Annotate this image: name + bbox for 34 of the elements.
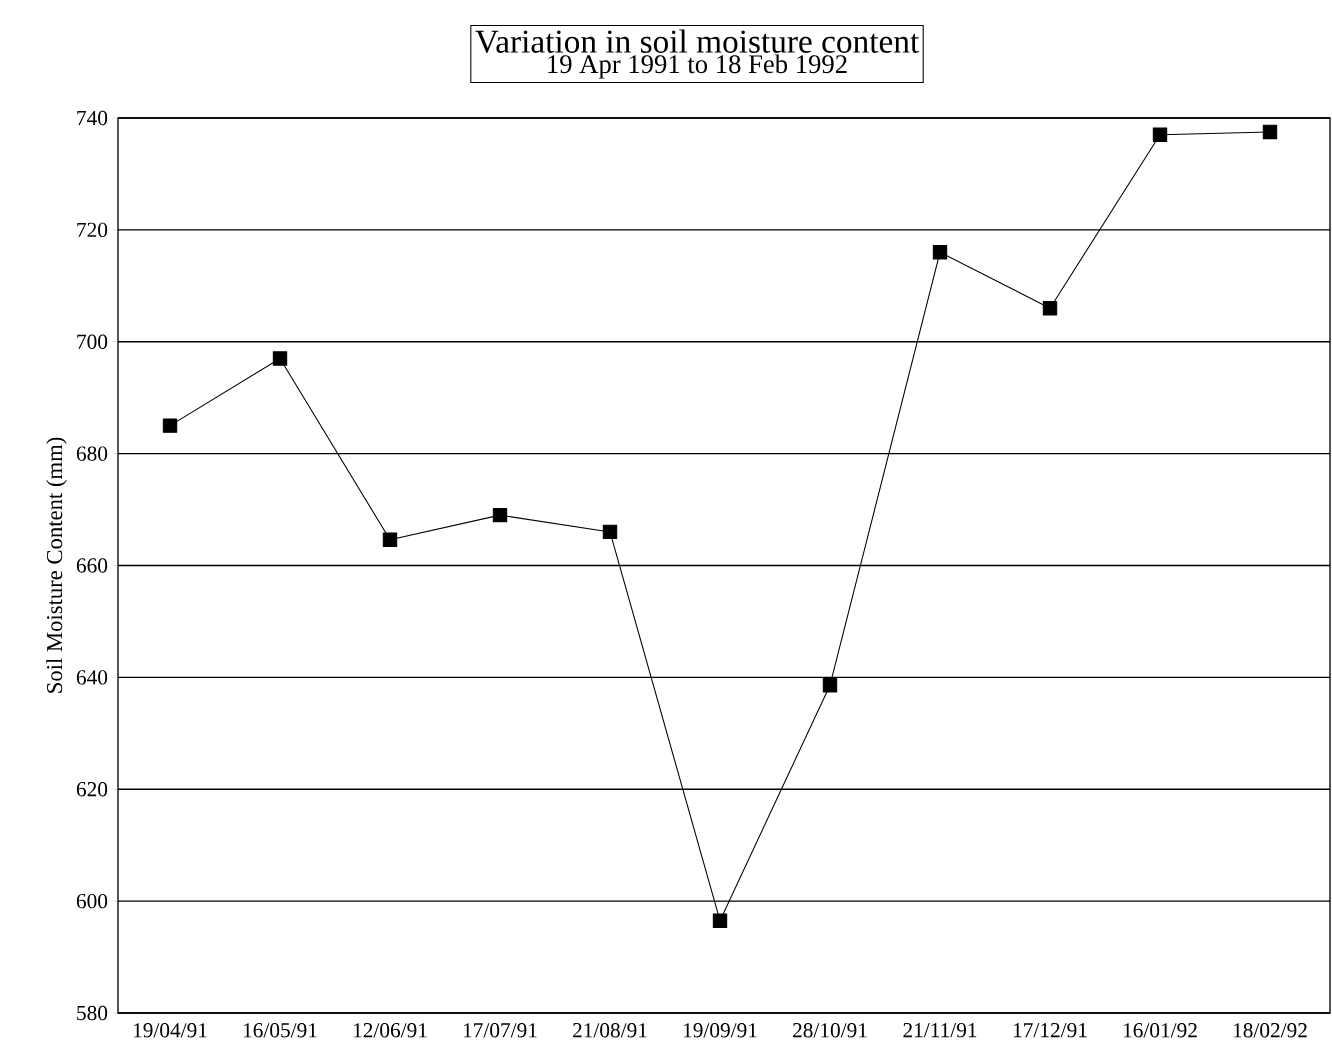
chart-title: Variation in soil moisture content xyxy=(475,29,920,54)
y-tick-label: 660 xyxy=(76,558,108,573)
x-tick-label: 19/04/91 xyxy=(133,1023,207,1038)
x-tick-label: 17/12/91 xyxy=(1013,1023,1087,1038)
y-tick-label: 620 xyxy=(76,782,108,797)
y-tick-label: 720 xyxy=(77,222,108,238)
y-tick-label: 640 xyxy=(76,670,108,685)
point xyxy=(162,418,178,433)
y-tick-label: 580 xyxy=(77,1005,108,1021)
y-tick-label: 600 xyxy=(76,893,108,909)
x-tick-label: 16/05/91 xyxy=(243,1023,317,1038)
x-tick-label: 21/08/91 xyxy=(573,1023,647,1038)
x-tick-label: 16/01/92 xyxy=(1123,1023,1197,1038)
point xyxy=(492,507,508,523)
x-tick-label: 17/07/91 xyxy=(463,1023,537,1038)
x-tick-label: 18/02/92 xyxy=(1233,1023,1307,1038)
x-tick-label: 21/11/91 xyxy=(903,1023,977,1038)
point xyxy=(1152,127,1168,142)
y-tick-label: 680 xyxy=(76,446,108,461)
point xyxy=(382,532,398,547)
chart-subtitle: 19 Apr 1991 to 18 Feb 1992 xyxy=(548,54,847,79)
point xyxy=(932,245,948,260)
x-tick-label: 28/10/91 xyxy=(793,1023,867,1038)
x-tick-label: 19/09/91 xyxy=(683,1023,757,1038)
y-tick-label: 740 xyxy=(77,110,108,126)
point xyxy=(712,913,728,928)
point xyxy=(1262,124,1278,140)
point xyxy=(272,351,288,366)
point xyxy=(822,677,838,693)
point xyxy=(602,524,618,540)
y-axis-title: Soil Moisture Content (mm) xyxy=(46,437,67,693)
x-tick-label: 12/06/91 xyxy=(353,1023,427,1038)
y-tick-label: 700 xyxy=(77,334,108,349)
point xyxy=(1042,300,1058,316)
